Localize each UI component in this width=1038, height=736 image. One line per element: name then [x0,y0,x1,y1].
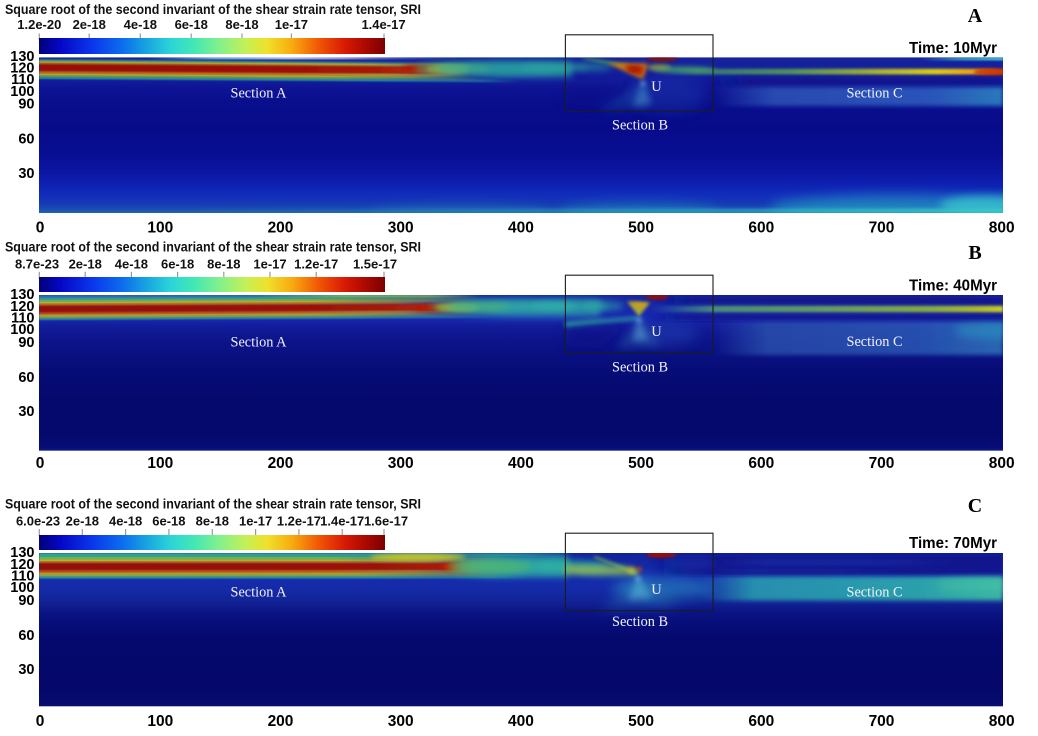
svg-text:110: 110 [11,72,34,88]
svg-text:Square root of the second inva: Square root of the second invariant of t… [5,2,421,17]
svg-text:B: B [968,242,981,264]
svg-text:6e-18: 6e-18 [152,514,185,529]
svg-text:Square root of the second inva: Square root of the second invariant of t… [5,497,421,512]
svg-text:1.2e-17: 1.2e-17 [294,257,338,272]
svg-text:700: 700 [869,455,895,472]
svg-text:Section A: Section A [231,86,288,102]
svg-text:200: 200 [268,455,294,472]
svg-text:8e-18: 8e-18 [225,17,258,32]
svg-text:60: 60 [18,370,34,386]
svg-text:Section A: Section A [231,335,288,351]
svg-text:100: 100 [10,322,34,338]
svg-text:Section A: Section A [231,585,288,601]
svg-text:200: 200 [268,713,294,730]
svg-text:200: 200 [268,219,294,236]
svg-text:100: 100 [147,713,173,730]
svg-text:0: 0 [36,455,45,472]
svg-text:Time: 10Myr: Time: 10Myr [909,40,997,57]
svg-text:90: 90 [18,593,34,609]
svg-text:60: 60 [18,132,34,148]
svg-text:1.2e-20: 1.2e-20 [17,17,61,32]
svg-text:4e-18: 4e-18 [109,514,142,529]
svg-text:Section B: Section B [612,614,668,630]
svg-text:2e-18: 2e-18 [66,514,99,529]
svg-text:800: 800 [989,219,1015,236]
svg-text:120: 120 [10,557,34,573]
svg-text:500: 500 [628,219,654,236]
svg-text:1.2e-17: 1.2e-17 [277,514,321,529]
svg-text:1e-17: 1e-17 [275,17,308,32]
svg-text:100: 100 [10,580,34,596]
svg-text:1e-17: 1e-17 [239,514,272,529]
svg-text:Section C: Section C [847,585,903,601]
svg-text:130: 130 [10,287,34,303]
svg-text:500: 500 [628,455,654,472]
svg-text:Time: 40Myr: Time: 40Myr [909,278,997,295]
svg-text:110: 110 [11,569,34,585]
svg-text:100: 100 [147,455,173,472]
svg-text:C: C [968,495,982,517]
svg-text:500: 500 [628,713,654,730]
svg-text:4e-18: 4e-18 [115,257,148,272]
svg-text:60: 60 [18,628,34,644]
svg-text:Section C: Section C [847,334,903,350]
svg-text:90: 90 [18,97,34,113]
svg-text:100: 100 [10,84,34,100]
svg-text:90: 90 [18,335,34,351]
svg-text:1.4e-17: 1.4e-17 [361,17,405,32]
svg-text:0: 0 [36,219,45,236]
svg-text:Section C: Section C [847,86,903,102]
svg-text:Section B: Section B [612,360,668,376]
svg-text:300: 300 [388,219,414,236]
svg-text:Section B: Section B [612,118,668,134]
svg-text:2e-18: 2e-18 [69,257,102,272]
svg-text:6e-18: 6e-18 [175,17,208,32]
svg-text:0: 0 [36,713,45,730]
svg-text:U: U [651,324,662,340]
svg-text:120: 120 [10,299,34,315]
svg-text:700: 700 [869,219,895,236]
svg-text:1.6e-17: 1.6e-17 [364,514,408,529]
svg-text:100: 100 [147,219,173,236]
svg-text:1e-17: 1e-17 [253,257,286,272]
svg-text:U: U [651,582,662,598]
svg-text:30: 30 [18,166,34,182]
svg-text:120: 120 [10,61,34,77]
svg-text:1.4e-17: 1.4e-17 [320,514,364,529]
svg-text:800: 800 [989,713,1015,730]
svg-text:400: 400 [508,455,534,472]
svg-text:110: 110 [11,311,34,327]
svg-text:130: 130 [10,545,34,561]
svg-text:600: 600 [748,219,774,236]
svg-text:30: 30 [18,404,34,420]
svg-text:700: 700 [869,713,895,730]
svg-text:30: 30 [18,662,34,678]
svg-text:U: U [651,79,662,95]
svg-text:Square root of the second inva: Square root of the second invariant of t… [5,240,421,255]
svg-text:400: 400 [508,713,534,730]
svg-text:400: 400 [508,219,534,236]
svg-text:4e-18: 4e-18 [124,17,157,32]
svg-text:8.7e-23: 8.7e-23 [15,257,59,272]
svg-text:6.0e-23: 6.0e-23 [16,514,60,529]
svg-text:130: 130 [10,49,34,65]
svg-text:8e-18: 8e-18 [196,514,229,529]
svg-text:800: 800 [989,455,1015,472]
svg-text:8e-18: 8e-18 [207,257,240,272]
svg-text:Time: 70Myr: Time: 70Myr [909,535,997,552]
svg-text:300: 300 [388,713,414,730]
svg-text:A: A [968,5,983,27]
svg-text:600: 600 [748,713,774,730]
svg-text:600: 600 [748,455,774,472]
svg-text:300: 300 [388,455,414,472]
svg-text:2e-18: 2e-18 [73,17,106,32]
svg-text:1.5e-17: 1.5e-17 [353,257,397,272]
svg-text:6e-18: 6e-18 [161,257,194,272]
